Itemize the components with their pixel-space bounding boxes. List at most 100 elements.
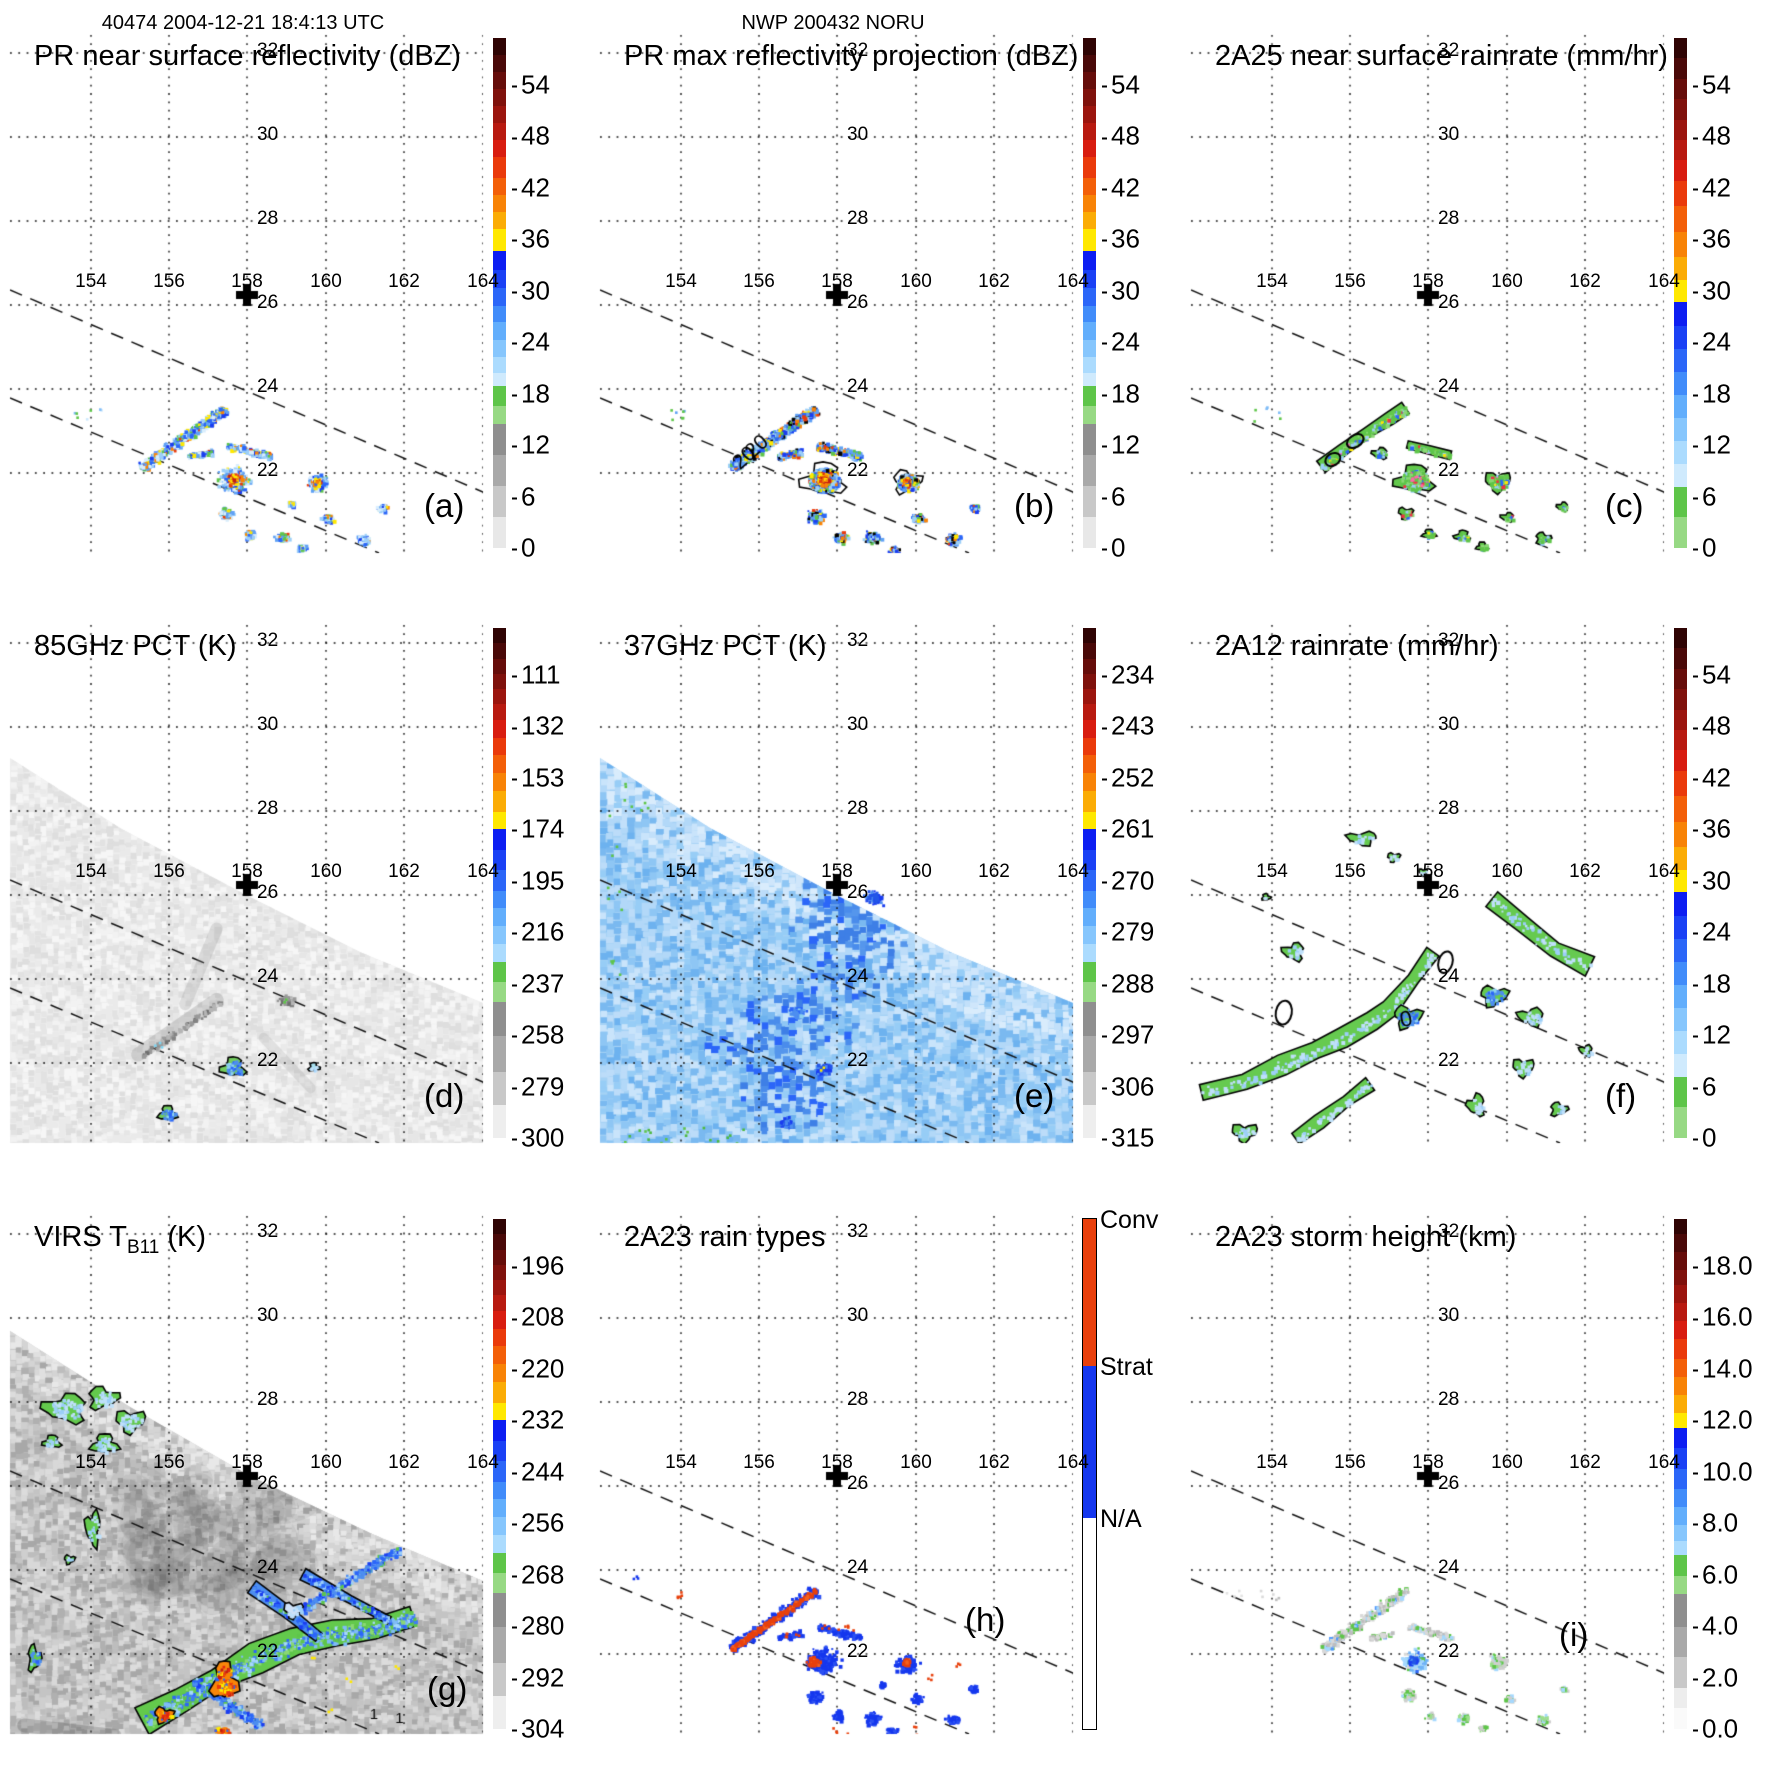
lon-tick-label: 154 xyxy=(75,861,107,882)
lat-tick-label: 22 xyxy=(1438,1641,1460,1662)
colorbar-segment xyxy=(493,658,506,674)
lon-tick-label: 154 xyxy=(1256,861,1288,882)
lon-tick-label: 156 xyxy=(153,271,185,292)
colorbar xyxy=(1674,1219,1687,1729)
colorbar-segment xyxy=(1674,891,1687,917)
lon-tick-label: 156 xyxy=(153,1452,185,1473)
colorbar-segment xyxy=(1674,160,1687,181)
colorbar-segment xyxy=(1674,517,1687,548)
panel-title: PR max reflectivity projection (dBZ) xyxy=(624,40,1078,78)
panel-letter: (f) xyxy=(1605,1077,1637,1114)
lat-tick-label: 30 xyxy=(1438,124,1460,145)
colorbar-segment xyxy=(1083,673,1096,690)
colorbar-segment xyxy=(493,405,506,425)
colorbar-tick-label: 6 xyxy=(1102,481,1125,512)
lat-tick-label: 32 xyxy=(1438,630,1460,651)
colorbar-segment xyxy=(493,386,506,406)
colorbar-segment xyxy=(1083,71,1096,89)
colorbar-segment xyxy=(1083,356,1096,374)
colorbar-tick-label: 48 xyxy=(1102,121,1140,152)
lon-tick-label: 160 xyxy=(900,1452,932,1473)
lon-tick-label: 154 xyxy=(75,271,107,292)
colorbar-segment xyxy=(1083,773,1096,792)
colorbar-segment xyxy=(1083,926,1096,945)
lon-tick-label: 162 xyxy=(1569,271,1601,292)
colorbar-segment xyxy=(1083,195,1096,213)
colorbar-segment xyxy=(493,737,506,756)
panel-title: 37GHz PCT (K) xyxy=(624,630,827,668)
colorbar-segment xyxy=(1674,870,1687,892)
lon-tick-label: 156 xyxy=(743,271,775,292)
colorbar xyxy=(1674,628,1687,1138)
colorbar-tick-label: 48 xyxy=(512,121,550,152)
lon-tick-label: 158 xyxy=(231,861,263,882)
lat-tick-label: 30 xyxy=(1438,1305,1460,1326)
colorbar-segment xyxy=(1083,105,1096,123)
colorbar-segment xyxy=(1083,870,1096,891)
colorbar-tick-label: 18.0 xyxy=(1693,1251,1753,1282)
colorbar-segment xyxy=(493,1310,506,1329)
colorbar-tick-label: 195 xyxy=(512,865,564,896)
colorbar-segment xyxy=(493,1280,506,1296)
colorbar-segment xyxy=(493,1402,506,1421)
colorbar-segment xyxy=(1674,78,1687,100)
lat-tick-label: 24 xyxy=(1438,376,1460,397)
colorbar-segment xyxy=(1674,1489,1687,1508)
lat-tick-label: 22 xyxy=(847,460,869,481)
panel-title-text: 37GHz PCT (K) xyxy=(624,630,827,662)
colorbar-tick-label: 8.0 xyxy=(1693,1508,1738,1539)
colorbar-segment xyxy=(1083,658,1096,674)
lon-tick-label: 158 xyxy=(231,271,263,292)
lat-tick-label: 24 xyxy=(257,966,279,987)
panel-title: 85GHz PCT (K) xyxy=(34,630,237,668)
lon-tick-label: 156 xyxy=(1334,861,1366,882)
lat-tick-label: 32 xyxy=(847,630,869,651)
colorbar-segment xyxy=(1674,729,1687,751)
colorbar-tick-label: 0 xyxy=(1693,1123,1716,1154)
colorbar-segment xyxy=(493,1364,506,1383)
lon-tick-label: 164 xyxy=(467,1452,499,1473)
colorbar-tick-label: 243 xyxy=(1102,711,1154,742)
lat-tick-label: 30 xyxy=(257,1305,279,1326)
colorbar-tick-label: 36 xyxy=(1693,224,1731,255)
colorbar-segment xyxy=(1674,463,1687,487)
colorbar-segment xyxy=(1083,250,1096,270)
colorbar-segment xyxy=(493,1573,506,1593)
panel-letter: (b) xyxy=(1014,487,1055,524)
lon-tick-label: 158 xyxy=(1412,271,1444,292)
colorbar-segment xyxy=(1674,821,1687,848)
colorbar-tick-label: 232 xyxy=(512,1405,564,1436)
colorbar-segment xyxy=(1083,1517,1096,1729)
colorbar xyxy=(493,38,506,548)
colorbar-tick-label: 4.0 xyxy=(1693,1611,1738,1642)
colorbar-segment xyxy=(493,54,506,72)
colorbar-segment xyxy=(1674,1394,1687,1413)
colorbar-segment xyxy=(1674,1053,1687,1077)
colorbar-segment xyxy=(1674,961,1687,985)
panel-letter: (e) xyxy=(1014,1077,1055,1114)
colorbar-segment xyxy=(1674,1708,1687,1729)
colorbar-segment xyxy=(493,1264,506,1281)
colorbar-tick-label: 24 xyxy=(1693,327,1731,358)
colorbar-segment xyxy=(493,38,506,55)
colorbar-segment xyxy=(1083,178,1096,196)
panel-title-units: (K) xyxy=(159,1221,207,1253)
colorbar xyxy=(493,1219,506,1729)
panel-title-text: 2A23 rain types xyxy=(624,1221,826,1253)
colorbar-segment xyxy=(1674,1007,1687,1031)
lon-tick-label: 164 xyxy=(1648,861,1680,882)
colorbar-tick-label: 12 xyxy=(1693,430,1731,461)
colorbar-segment xyxy=(1674,99,1687,120)
lon-tick-label: 156 xyxy=(743,861,775,882)
colorbar-segment xyxy=(493,1535,506,1553)
colorbar-tick-label: 6.0 xyxy=(1693,1559,1738,1590)
colorbar-segment xyxy=(1083,961,1096,983)
map-panel-i: 2A23 storm height (km) (i) 154 156 158 160 1… xyxy=(1181,1181,1771,1771)
lat-tick-label: 24 xyxy=(1438,966,1460,987)
colorbar-segment xyxy=(1674,1412,1687,1429)
colorbar-tick-label: 36 xyxy=(1693,814,1731,845)
colorbar-segment xyxy=(1674,280,1687,302)
lat-tick-label: 24 xyxy=(1438,1557,1460,1578)
colorbar-tick-label: 12 xyxy=(1102,430,1140,461)
lat-tick-label: 22 xyxy=(1438,1050,1460,1071)
